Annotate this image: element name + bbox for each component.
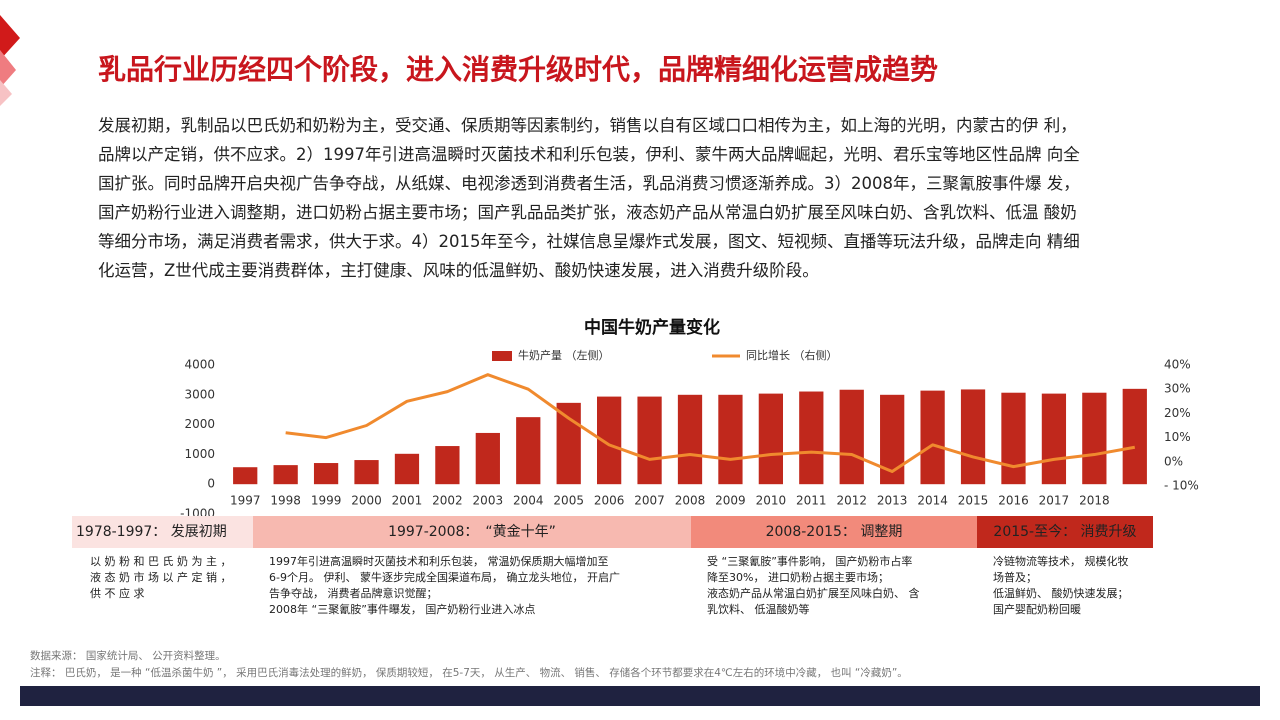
x-tick-label: 2001 <box>392 494 423 508</box>
bar <box>839 389 864 485</box>
bar <box>758 393 783 485</box>
footnote: 数据来源： 国家统计局、 公开资料整理。 <box>30 650 226 662</box>
bar <box>1082 392 1107 485</box>
corner-deco <box>0 80 12 106</box>
bar <box>1001 392 1026 485</box>
x-tick-label: 1999 <box>311 494 342 508</box>
stage-description: 受 “三聚氰胺”事件影响， 国产奶粉市占率 <box>707 555 913 568</box>
y-tick-label: 0 <box>207 477 215 491</box>
x-tick-label: 1998 <box>270 494 301 508</box>
timeline-stage: 1997-2008： “黄金十年” <box>253 516 691 548</box>
stage-description: 2008年 “三聚氰胺”事件曝发， 国产奶粉行业进入冰点 <box>269 603 536 616</box>
stage-description: 供 不 应 求 <box>90 587 145 600</box>
stage-description: 液态奶产品从常温白奶扩展至风味白奶、 含 <box>707 587 920 600</box>
legend-label: 牛奶产量 （左侧） <box>518 348 610 362</box>
stage-description: 场普及； <box>993 571 1037 584</box>
stage-description: 1997年引进高温瞬时灭菌技术和利乐包装， 常温奶保质期大幅增加至 <box>269 555 609 568</box>
paragraph-line: 发展初期，乳制品以巴氏奶和奶粉为主，受交通、保质期等因素制约，销售以自有区域口口… <box>98 116 1077 135</box>
bar <box>354 460 379 485</box>
y-tick-label: 2000 <box>184 417 215 431</box>
y-tick-label: 4000 <box>184 358 215 372</box>
x-tick-label: 2010 <box>756 494 787 508</box>
x-tick-label: 2006 <box>594 494 625 508</box>
stage-description: 降至30%， 进口奶粉占据主要市场； <box>707 571 889 584</box>
y2-tick-label: 0% <box>1164 454 1183 468</box>
x-tick-label: 2018 <box>1079 494 1110 508</box>
bar <box>516 417 541 485</box>
legend-label: 同比增长 （右侧） <box>746 348 838 362</box>
corner-deco <box>0 15 20 60</box>
x-tick-label: 2016 <box>998 494 1029 508</box>
slide-title: 乳品行业历经四个阶段，进入消费升级时代，品牌精细化运营成趋势 <box>98 53 939 86</box>
bar <box>960 389 986 485</box>
stage-description: 液 态 奶 市 场 以 产 定 销 ， <box>90 571 232 584</box>
paragraph-line: 国产奶粉行业进入调整期，进口奶粉占据主要市场；国产乳品品类扩张，液态奶产品从常温… <box>98 203 1077 222</box>
stage-description: 以 奶 粉 和 巴 氏 奶 为 主 ， <box>90 555 232 568</box>
x-tick-label: 2014 <box>917 494 948 508</box>
x-tick-label: 2005 <box>553 494 584 508</box>
footnote: 注释： 巴氏奶， 是一种 “低温杀菌牛奶 ”， 采用巴氏消毒法处理的鲜奶， 保质… <box>30 667 908 679</box>
stage-description: 乳饮料、 低温酸奶等 <box>707 603 810 616</box>
timeline-stage: 2015-至今： 消费升级 <box>977 516 1153 548</box>
y2-tick-label: 40% <box>1164 358 1191 372</box>
y2-tick-label: 10% <box>1164 430 1191 444</box>
bar <box>718 394 743 485</box>
x-tick-label: 2008 <box>675 494 706 508</box>
paragraph-line: 品牌以产定销，供不应求。2）1997年引进高温瞬时灭菌技术和利乐包装，伊利、蒙牛… <box>98 145 1080 164</box>
x-tick-label: 2000 <box>351 494 382 508</box>
bar <box>313 463 339 485</box>
stage-description: 6-9个月。 伊利、 蒙牛逐步完成全国渠道布局， 确立龙头地位， 开启广 <box>269 571 620 584</box>
x-tick-label: 2012 <box>836 494 867 508</box>
y2-tick-label: 30% <box>1164 382 1191 396</box>
bar <box>637 396 662 485</box>
stage-description: 告争夺战， 消费者品牌意识觉醒； <box>269 587 438 600</box>
stage-description: 国产婴配奶粉回暖 <box>993 603 1081 616</box>
paragraph-line: 等细分市场，满足消费者需求，供大于求。4）2015年至今，社媒信息呈爆炸式发展，… <box>98 232 1080 251</box>
bar <box>1041 393 1067 485</box>
paragraph-line: 国扩张。同时品牌开启央视广告争夺战，从纸媒、电视渗透到消费者生活，乳品消费习惯逐… <box>98 174 1080 193</box>
x-tick-label: 2013 <box>877 494 908 508</box>
bar <box>920 390 945 485</box>
corner-deco <box>0 50 16 88</box>
x-tick-label: 2004 <box>513 494 544 508</box>
paragraph-line: 化运营，Z世代成主要消费群体，主打健康、风味的低温鲜奶、酸奶快速发展，进入消费升… <box>98 261 819 280</box>
x-tick-label: 2003 <box>473 494 504 508</box>
bar <box>394 453 420 485</box>
bar <box>1122 388 1147 485</box>
stage-description: 低温鲜奶、 酸奶快速发展； <box>993 587 1129 600</box>
y2-tick-label: 20% <box>1164 406 1191 420</box>
chart-title: 中国牛奶产量变化 <box>584 317 720 338</box>
x-tick-label: 2011 <box>796 494 827 508</box>
bar <box>677 394 703 485</box>
y-tick-label: 1000 <box>184 447 215 461</box>
timeline-stage: 2008-2015： 调整期 <box>691 516 977 548</box>
x-tick-label: 2015 <box>958 494 989 508</box>
x-tick-label: 2009 <box>715 494 746 508</box>
bar <box>475 432 500 485</box>
stage-description: 冷链物流等技术， 规模化牧 <box>993 555 1129 568</box>
x-tick-label: 1997 <box>230 494 261 508</box>
y-tick-label: 3000 <box>184 387 215 401</box>
bar <box>435 446 460 485</box>
bar <box>556 402 581 485</box>
y2-tick-label: - 10% <box>1164 479 1199 493</box>
line <box>285 373 1136 473</box>
x-tick-label: 2007 <box>634 494 665 508</box>
legend-swatch <box>492 351 512 361</box>
bar <box>273 465 298 485</box>
bar <box>233 467 258 485</box>
x-tick-label: 2017 <box>1039 494 1070 508</box>
bar <box>799 391 824 485</box>
x-tick-label: 2002 <box>432 494 463 508</box>
timeline-stage: 1978-1997： 发展初期 <box>72 516 253 548</box>
footer-bar <box>20 686 1260 706</box>
